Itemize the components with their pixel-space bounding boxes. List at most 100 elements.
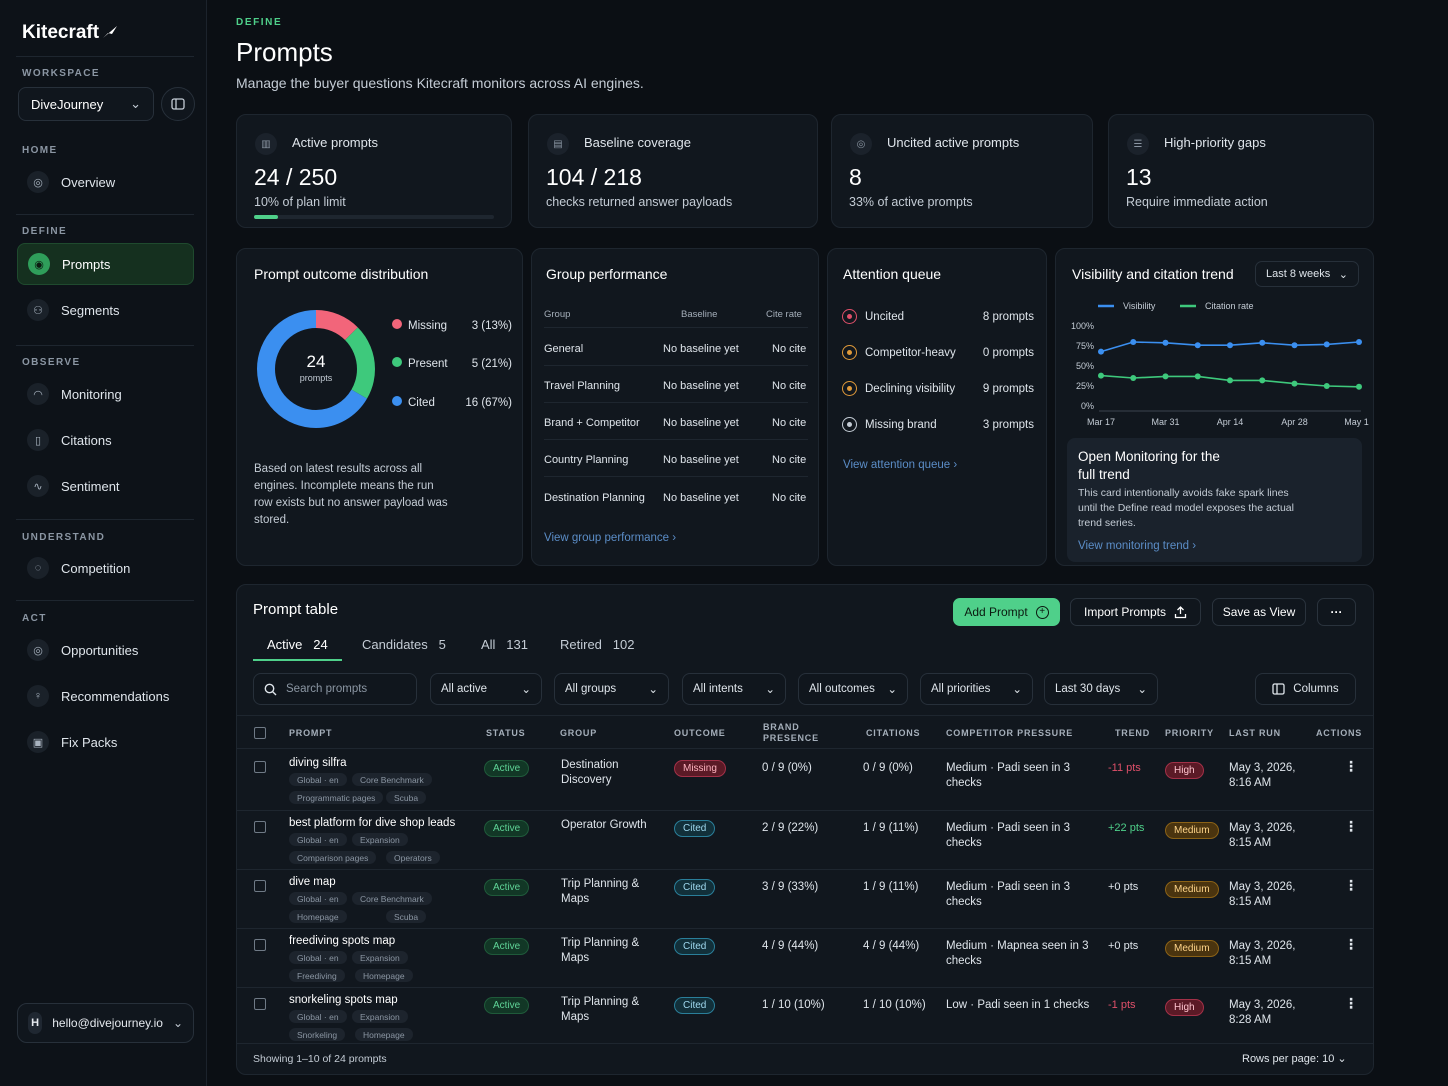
priority-filter[interactable]: All priorities ⌄ — [920, 673, 1033, 705]
outcome-badge: Missing — [674, 760, 726, 777]
row-actions-icon[interactable]: ⋮ — [1344, 877, 1358, 893]
col-trend: TREND — [1115, 728, 1150, 738]
legend-label: Visibility — [1123, 301, 1156, 311]
prompt-text[interactable]: best platform for dive shop leads — [289, 817, 456, 829]
data-point — [1162, 373, 1169, 380]
prompt-tag: Global · en — [289, 773, 347, 786]
group-cell: Trip Planning & Maps — [561, 878, 640, 905]
search-input[interactable]: Search prompts — [253, 673, 417, 705]
date-range-filter[interactable]: Last 30 days ⌄ — [1044, 673, 1158, 705]
row-checkbox[interactable] — [254, 939, 266, 951]
divider — [237, 987, 1373, 988]
kpi-label: Baseline coverage — [584, 135, 691, 150]
sidebar-item-prompts[interactable]: ◉ Prompts — [17, 243, 194, 285]
divider — [237, 748, 1373, 749]
divider — [237, 715, 1373, 716]
queue-row-declining-visibility[interactable]: Declining visibility 9 prompts — [842, 381, 1034, 396]
prompt-text[interactable]: freediving spots map — [289, 935, 396, 947]
prompt-tag: Global · en — [289, 892, 347, 905]
brand-presence-cell: 2 / 9 (22%) — [762, 822, 819, 834]
divider — [237, 810, 1373, 811]
status-ring-icon — [842, 417, 857, 432]
rows-per-page-select[interactable]: Rows per page: 10 ⌄ — [1242, 1052, 1347, 1065]
group-performance-card: Group performance Group Baseline Cite ra… — [531, 248, 819, 566]
prompt-tag: Scuba — [386, 910, 427, 923]
data-point — [1098, 372, 1104, 379]
sidebar-item-overview[interactable]: ◎ Overview — [17, 162, 194, 202]
select-all-checkbox[interactable] — [254, 727, 266, 739]
tab-retired[interactable]: Retired 102 — [560, 637, 634, 652]
tab-candidates[interactable]: Candidates 5 — [362, 637, 446, 652]
status-filter[interactable]: All active ⌄ — [430, 673, 542, 705]
status-ring-icon — [842, 309, 857, 324]
row-checkbox[interactable] — [254, 880, 266, 892]
save-as-view-button[interactable]: Save as View — [1212, 598, 1306, 626]
view-attention-queue-link[interactable]: View attention queue › — [843, 459, 957, 471]
queue-row-competitor-heavy[interactable]: Competitor-heavy 0 prompts — [842, 345, 1034, 360]
competition-icon: ◌ — [27, 557, 49, 579]
sidebar-item-sentiment[interactable]: ∿ Sentiment — [17, 466, 194, 506]
y-tick-label: 50% — [1076, 361, 1094, 371]
user-menu[interactable]: H hello@divejourney.io ⌄ — [17, 1003, 194, 1043]
trend-cell: +22 pts — [1108, 822, 1145, 834]
tab-count: 131 — [506, 637, 528, 652]
section-label: OBSERVE — [22, 357, 81, 368]
sidebar-item-label: Prompts — [62, 256, 111, 272]
toggle-sidebar-button[interactable] — [161, 87, 195, 121]
row-actions-icon[interactable]: ⋮ — [1344, 818, 1358, 834]
view-group-performance-link[interactable]: View group performance › — [544, 532, 676, 544]
columns-button[interactable]: Columns — [1255, 673, 1356, 705]
tab-all[interactable]: All 131 — [481, 637, 528, 652]
add-prompt-button[interactable]: Add Prompt + — [953, 598, 1060, 626]
prompt-tag: Global · en — [289, 833, 347, 846]
row-checkbox[interactable] — [254, 821, 266, 833]
group-baseline: No baseline yet — [663, 380, 739, 392]
group-cell: Trip Planning & Maps — [561, 996, 640, 1023]
sidebar-item-citations[interactable]: ▯ Citations — [17, 420, 194, 460]
tab-active[interactable]: Active 24 — [267, 637, 328, 652]
prompt-text[interactable]: diving silfra — [289, 757, 347, 769]
outcome-distribution-card: Prompt outcome distribution 24 prompts M… — [236, 248, 523, 566]
plus-circle-icon: + — [1035, 605, 1049, 619]
sidebar-item-monitoring[interactable]: ◠ Monitoring — [17, 374, 194, 414]
sidebar-item-competition[interactable]: ◌ Competition — [17, 548, 194, 588]
prompt-tag: Expansion — [352, 951, 408, 964]
data-point — [1356, 383, 1362, 390]
priority-badge: Medium — [1165, 881, 1219, 898]
queue-label: Declining visibility — [865, 382, 956, 395]
outcome-badge: Cited — [674, 879, 716, 896]
queue-row-missing-brand[interactable]: Missing brand 3 prompts — [842, 417, 1034, 432]
app-logo[interactable]: Kitecraft — [22, 22, 119, 44]
view-monitoring-trend-link[interactable]: View monitoring trend › — [1078, 540, 1196, 552]
sidebar-item-recommendations[interactable]: ♀ Recommendations — [17, 676, 194, 716]
col-citations: CITATIONS — [866, 728, 921, 738]
row-checkbox[interactable] — [254, 998, 266, 1010]
group-filter[interactable]: All groups ⌄ — [554, 673, 669, 705]
sidebar-item-segments[interactable]: ⚇ Segments — [17, 290, 194, 330]
kpi-uncited-prompts: ◎ Uncited active prompts 8 33% of active… — [831, 114, 1093, 228]
divider — [16, 214, 194, 215]
sidebar-item-opportunities[interactable]: ◎ Opportunities — [17, 630, 194, 670]
legend-present: Present 5 (21%) — [392, 357, 512, 370]
sidebar-item-fix-packs[interactable]: ▣ Fix Packs — [17, 722, 194, 762]
card-title: Attention queue — [843, 266, 942, 282]
import-prompts-button[interactable]: Import Prompts — [1070, 598, 1201, 626]
competitor-pressure-cell: Medium · Padi seen in 3 checks — [946, 762, 1071, 789]
row-checkbox[interactable] — [254, 761, 266, 773]
workspace-select[interactable]: DiveJourney ⌄ — [18, 87, 154, 121]
more-options-button[interactable]: ··· — [1317, 598, 1356, 626]
row-actions-icon[interactable]: ⋮ — [1344, 758, 1358, 774]
outcome-filter[interactable]: All outcomes ⌄ — [798, 673, 908, 705]
prompt-text[interactable]: snorkeling spots map — [289, 994, 398, 1006]
queue-row-uncited[interactable]: Uncited 8 prompts — [842, 309, 1034, 324]
col-group: Group — [544, 309, 571, 320]
range-select[interactable]: Last 8 weeks ⌄ — [1255, 261, 1359, 287]
kpi-value: 24 / 250 — [254, 164, 338, 190]
donut-slice-cited — [257, 310, 375, 428]
row-actions-icon[interactable]: ⋮ — [1344, 995, 1358, 1011]
promo-box: Open Monitoring for the full trend This … — [1067, 438, 1362, 562]
prompt-text[interactable]: dive map — [289, 876, 336, 888]
filter-value: All intents — [693, 683, 743, 695]
intent-filter[interactable]: All intents ⌄ — [682, 673, 786, 705]
row-actions-icon[interactable]: ⋮ — [1344, 936, 1358, 952]
